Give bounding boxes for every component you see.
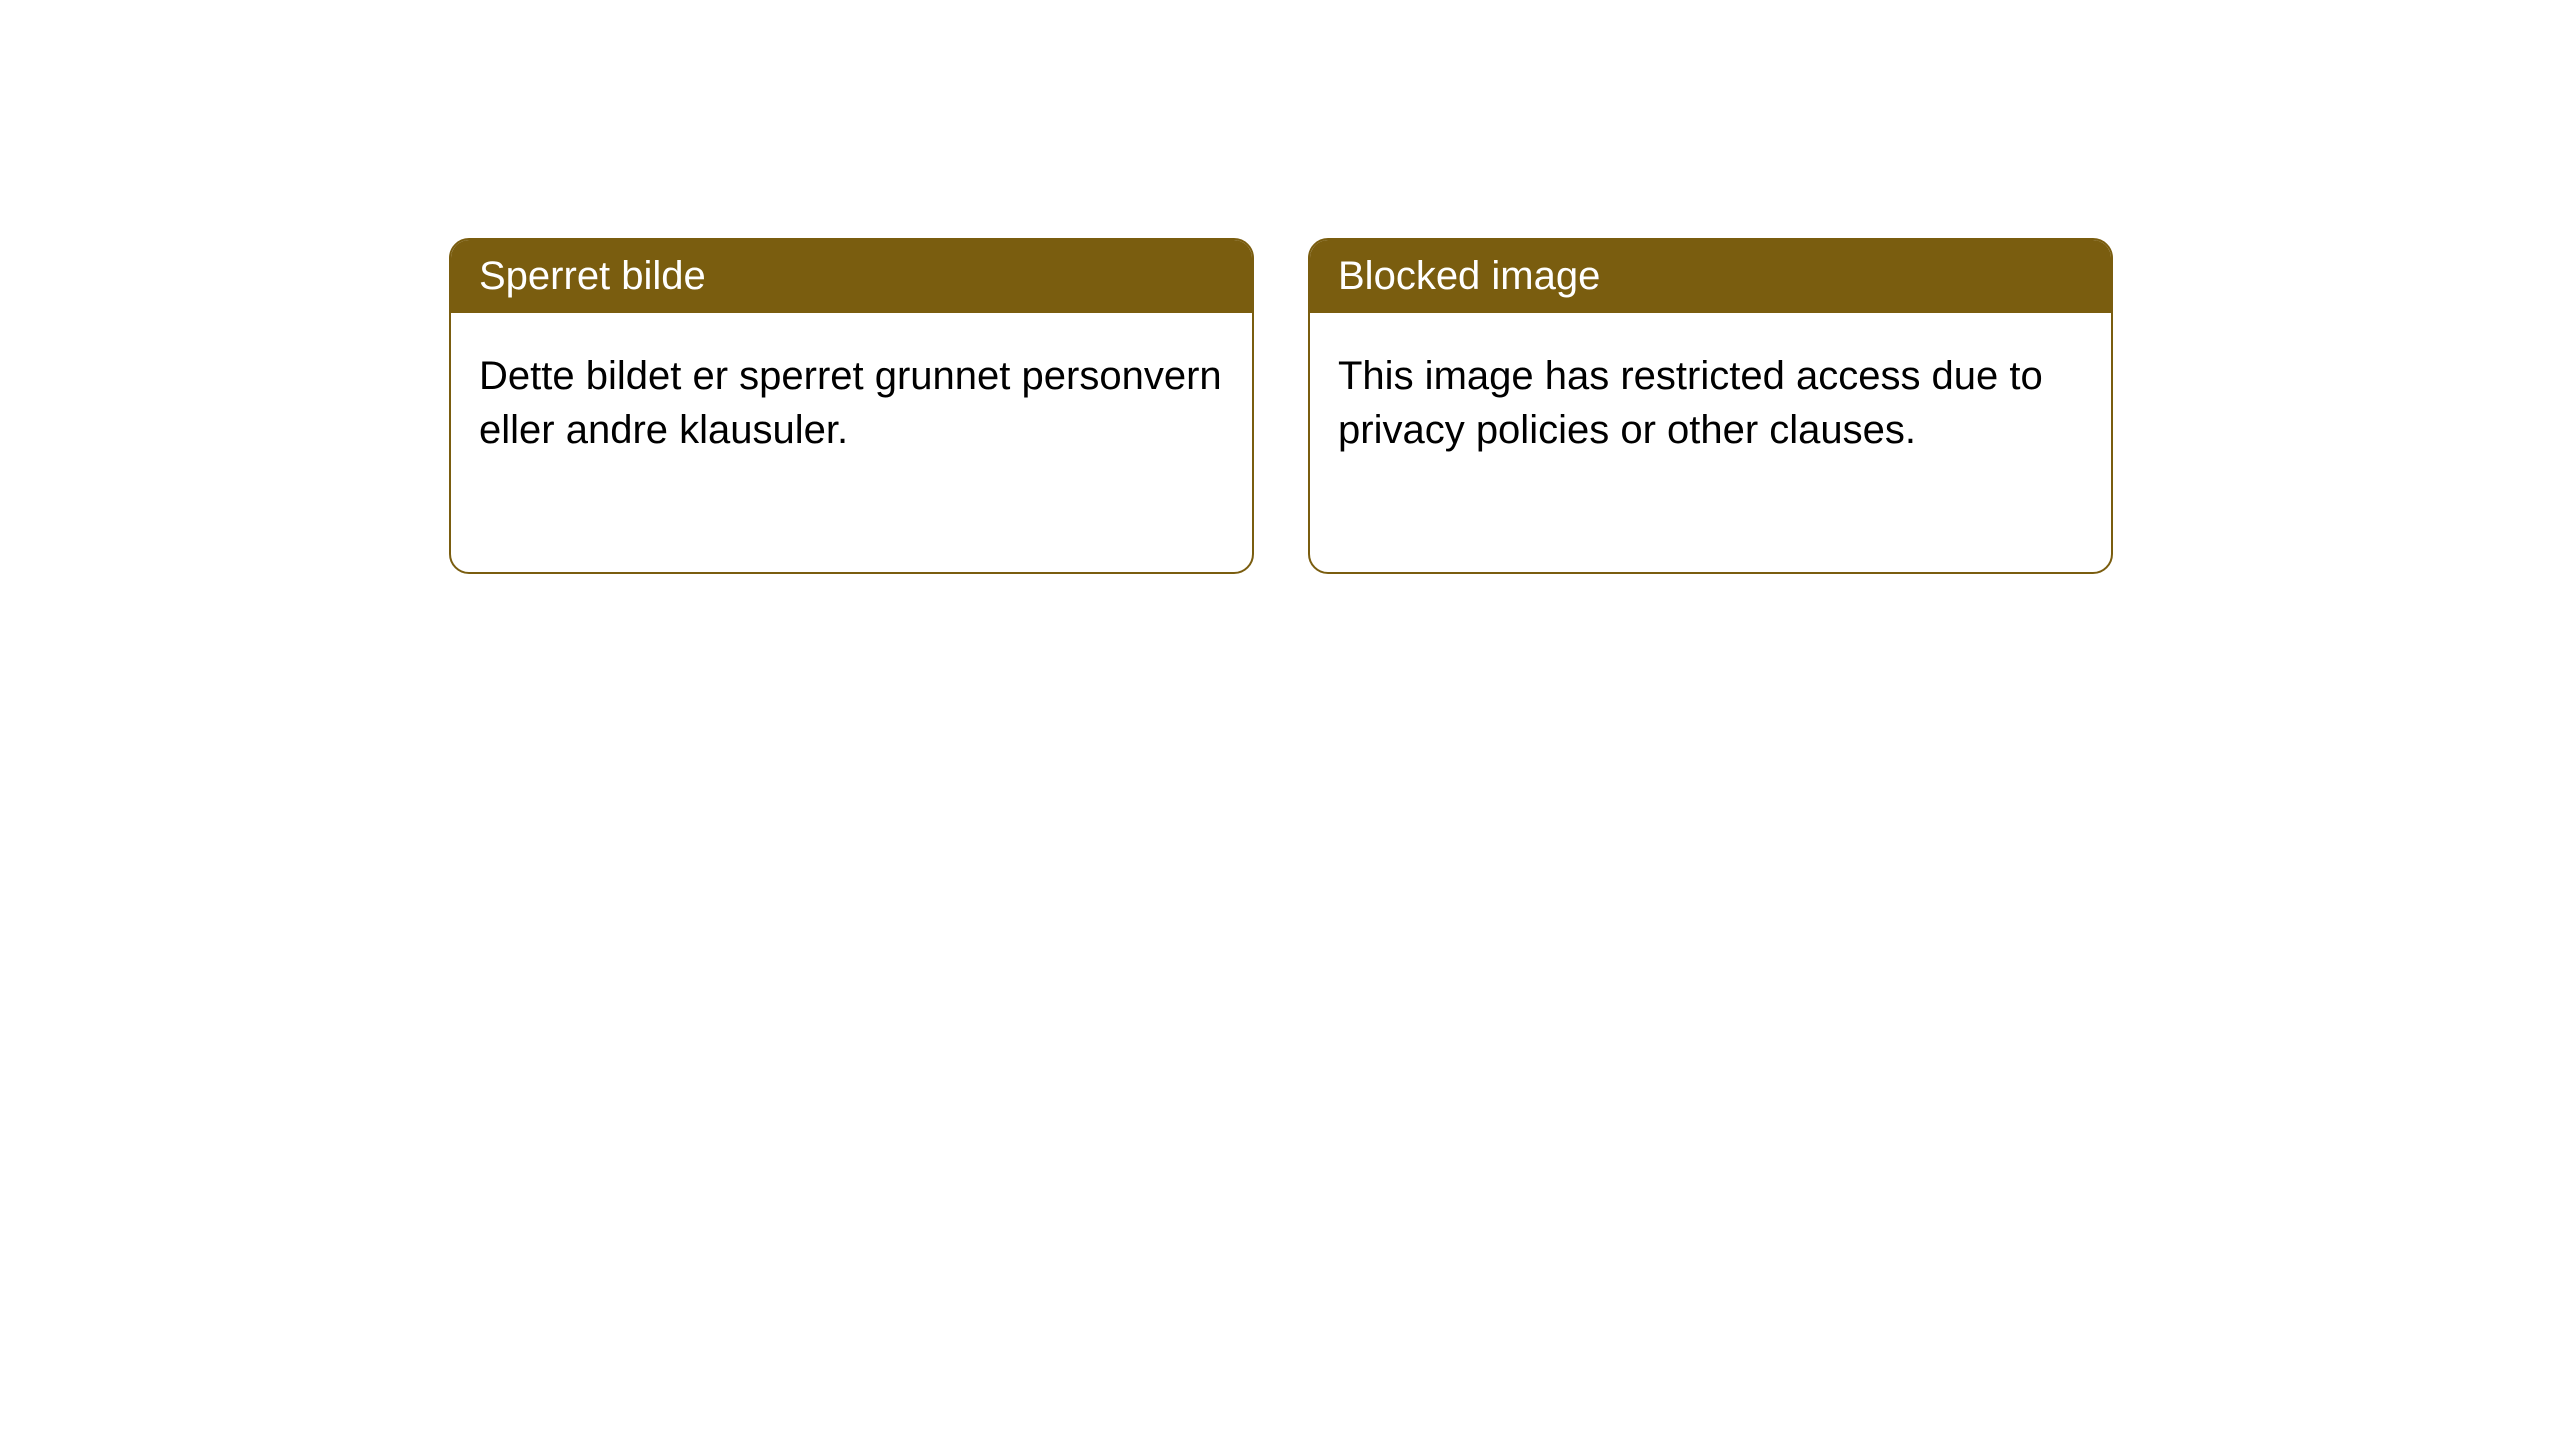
notice-box-no: Sperret bilde Dette bildet er sperret gr… [449,238,1254,574]
notice-box-en: Blocked image This image has restricted … [1308,238,2113,574]
notice-body-no: Dette bildet er sperret grunnet personve… [451,313,1252,493]
notice-container: Sperret bilde Dette bildet er sperret gr… [449,238,2113,574]
notice-header-no: Sperret bilde [451,240,1252,313]
notice-header-en: Blocked image [1310,240,2111,313]
notice-body-en: This image has restricted access due to … [1310,313,2111,493]
